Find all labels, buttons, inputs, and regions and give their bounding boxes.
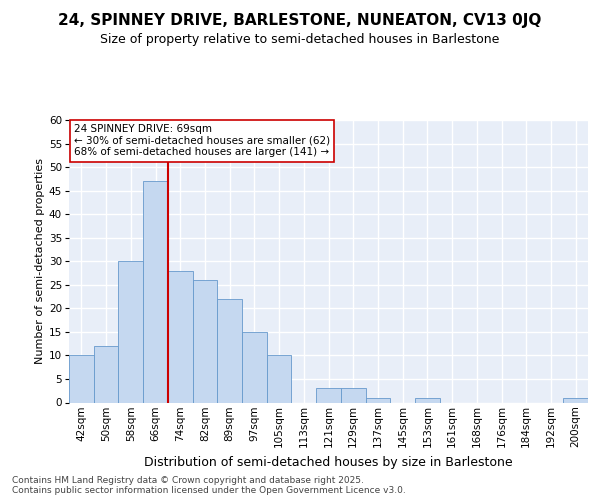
Y-axis label: Number of semi-detached properties: Number of semi-detached properties <box>35 158 44 364</box>
Text: 24, SPINNEY DRIVE, BARLESTONE, NUNEATON, CV13 0JQ: 24, SPINNEY DRIVE, BARLESTONE, NUNEATON,… <box>58 12 542 28</box>
Bar <box>143 181 168 402</box>
Bar <box>69 356 94 403</box>
Bar <box>365 398 390 402</box>
Bar <box>217 299 242 403</box>
Bar <box>94 346 118 403</box>
Text: Contains HM Land Registry data © Crown copyright and database right 2025.
Contai: Contains HM Land Registry data © Crown c… <box>12 476 406 495</box>
Bar <box>242 332 267 402</box>
X-axis label: Distribution of semi-detached houses by size in Barlestone: Distribution of semi-detached houses by … <box>144 456 513 468</box>
Bar <box>193 280 217 402</box>
Text: 24 SPINNEY DRIVE: 69sqm
← 30% of semi-detached houses are smaller (62)
68% of se: 24 SPINNEY DRIVE: 69sqm ← 30% of semi-de… <box>74 124 331 158</box>
Bar <box>118 261 143 402</box>
Text: Size of property relative to semi-detached houses in Barlestone: Size of property relative to semi-detach… <box>100 32 500 46</box>
Bar <box>415 398 440 402</box>
Bar <box>316 388 341 402</box>
Bar <box>341 388 365 402</box>
Bar <box>267 356 292 403</box>
Bar <box>563 398 588 402</box>
Bar <box>168 270 193 402</box>
